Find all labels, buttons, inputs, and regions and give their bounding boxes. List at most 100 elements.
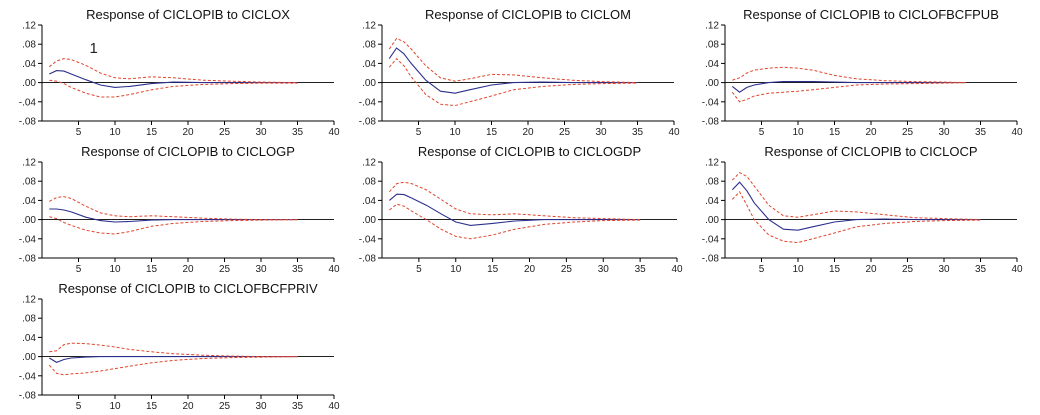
x-tick-label: 40 xyxy=(1011,127,1023,138)
x-tick-label: 20 xyxy=(524,264,536,275)
y-tick-label: .12 xyxy=(22,295,36,306)
y-tick-label: .04 xyxy=(22,59,36,70)
y-tick-label: .12 xyxy=(22,158,36,169)
response-line xyxy=(388,47,638,94)
y-tick-label: .00 xyxy=(22,352,36,363)
x-tick-label: 30 xyxy=(255,127,267,138)
x-tick-label: 25 xyxy=(902,127,914,138)
upper-confidence-band xyxy=(388,37,638,84)
x-tick-label: 20 xyxy=(865,264,877,275)
y-tick-label: -.04 xyxy=(359,234,377,245)
y-tick-label: -.08 xyxy=(19,117,37,128)
y-tick-label: -.04 xyxy=(702,234,720,245)
y-tick-label: .12 xyxy=(705,21,719,32)
x-tick-label: 15 xyxy=(146,401,158,412)
y-tick-label: .04 xyxy=(705,59,719,70)
x-tick-label: 40 xyxy=(328,401,340,412)
y-tick-label: .08 xyxy=(22,40,36,51)
irf-panel-2: Response of CICLOPIB to CICLOM .12 .08 .04.… xyxy=(359,7,680,138)
response-line xyxy=(49,208,298,223)
x-tick-label: 30 xyxy=(598,264,610,275)
x-tick-label: 25 xyxy=(902,264,914,275)
upper-confidence-band xyxy=(389,181,641,221)
x-tick-label: 40 xyxy=(328,264,340,275)
x-tick-label: 20 xyxy=(182,401,194,412)
x-tick-label: 35 xyxy=(292,264,304,275)
panel-title: Response of CICLOPIB to CICLOGDP xyxy=(418,144,641,159)
lower-confidence-band xyxy=(731,82,966,103)
upper-confidence-band xyxy=(49,342,298,358)
x-tick-label: 5 xyxy=(76,127,82,138)
y-tick-label: .12 xyxy=(705,158,719,169)
y-tick-label: .12 xyxy=(362,158,376,169)
y-tick-label: .08 xyxy=(362,177,376,188)
x-tick-label: 35 xyxy=(975,264,987,275)
lower-confidence-band xyxy=(48,356,298,376)
x-tick-label: 35 xyxy=(292,401,304,412)
y-tick-label: .04 xyxy=(362,196,376,207)
y-tick-label: .00 xyxy=(22,78,36,89)
x-tick-label: 35 xyxy=(975,127,987,138)
lower-confidence-band xyxy=(49,216,298,235)
x-tick-label: 30 xyxy=(255,264,267,275)
x-tick-label: 5 xyxy=(416,264,422,275)
y-tick-label: -.08 xyxy=(359,254,377,265)
panel-title: Response of CICLOPIB to CICLOX xyxy=(86,7,290,22)
x-tick-label: 35 xyxy=(635,264,647,275)
x-tick-label: 40 xyxy=(668,127,680,138)
y-tick-label: .00 xyxy=(705,78,719,89)
response-line xyxy=(389,193,641,226)
x-tick-label: 10 xyxy=(109,401,121,412)
x-tick-label: 40 xyxy=(328,127,340,138)
y-tick-label: -.08 xyxy=(359,117,377,128)
x-tick-label: 20 xyxy=(182,127,194,138)
response-line xyxy=(49,356,298,364)
x-tick-label: 40 xyxy=(671,264,683,275)
x-tick-label: 20 xyxy=(522,127,534,138)
y-tick-label: .12 xyxy=(362,21,376,32)
x-tick-label: 10 xyxy=(792,127,804,138)
panel-title: Response of CICLOPIB to CICLOFBCFPRIV xyxy=(58,281,318,296)
irf-panel-5: Response of CICLOPIB to CICLOGDP .12 .08 .0… xyxy=(359,144,683,275)
x-tick-label: 10 xyxy=(449,127,461,138)
irf-panel-1: Response of CICLOPIB to CICLOX .12 .08 .04.… xyxy=(19,7,340,138)
y-tick-label: .04 xyxy=(362,59,376,70)
x-tick-label: 20 xyxy=(182,264,194,275)
y-tick-label: -.08 xyxy=(702,117,720,128)
x-tick-label: 25 xyxy=(219,264,231,275)
lower-confidence-band xyxy=(388,57,638,107)
panel-title: Response of CICLOPIB to CICLOGP xyxy=(81,144,295,159)
x-tick-label: 40 xyxy=(1011,264,1023,275)
y-tick-label: -.04 xyxy=(19,234,37,245)
lower-confidence-band xyxy=(49,79,298,98)
response-line xyxy=(49,70,298,88)
upper-confidence-band xyxy=(48,58,298,84)
panel-title: Response of CICLOPIB to CICLOM xyxy=(425,7,631,22)
x-tick-label: 30 xyxy=(255,401,267,412)
x-tick-label: 15 xyxy=(487,264,499,275)
y-tick-label: .00 xyxy=(362,215,376,226)
y-tick-label: .12 xyxy=(22,21,36,32)
x-tick-label: 35 xyxy=(632,127,644,138)
irf-panel-3: Response of CICLOPIB to CICLOFBCFPUB .12.… xyxy=(702,7,1023,138)
x-tick-label: 5 xyxy=(416,127,422,138)
panel-title: Response of CICLOPIB to CICLOFBCFPUB xyxy=(743,7,999,22)
upper-confidence-band xyxy=(731,171,981,221)
y-tick-label: -.04 xyxy=(19,371,37,382)
y-tick-label: .04 xyxy=(705,196,719,207)
response-line xyxy=(731,181,981,231)
y-tick-label: .08 xyxy=(705,177,719,188)
x-tick-label: 10 xyxy=(109,127,121,138)
y-tick-label: .00 xyxy=(362,78,376,89)
x-tick-label: 5 xyxy=(759,264,765,275)
y-tick-label: -.04 xyxy=(19,97,37,108)
panel-title: Response of CICLOPIB to CICLOCP xyxy=(764,144,977,159)
x-tick-label: 5 xyxy=(759,127,765,138)
y-tick-label: .08 xyxy=(22,314,36,325)
x-tick-label: 25 xyxy=(219,127,231,138)
y-tick-label: .04 xyxy=(22,196,36,207)
x-tick-label: 15 xyxy=(829,127,841,138)
x-tick-label: 10 xyxy=(450,264,462,275)
x-tick-label: 25 xyxy=(561,264,573,275)
